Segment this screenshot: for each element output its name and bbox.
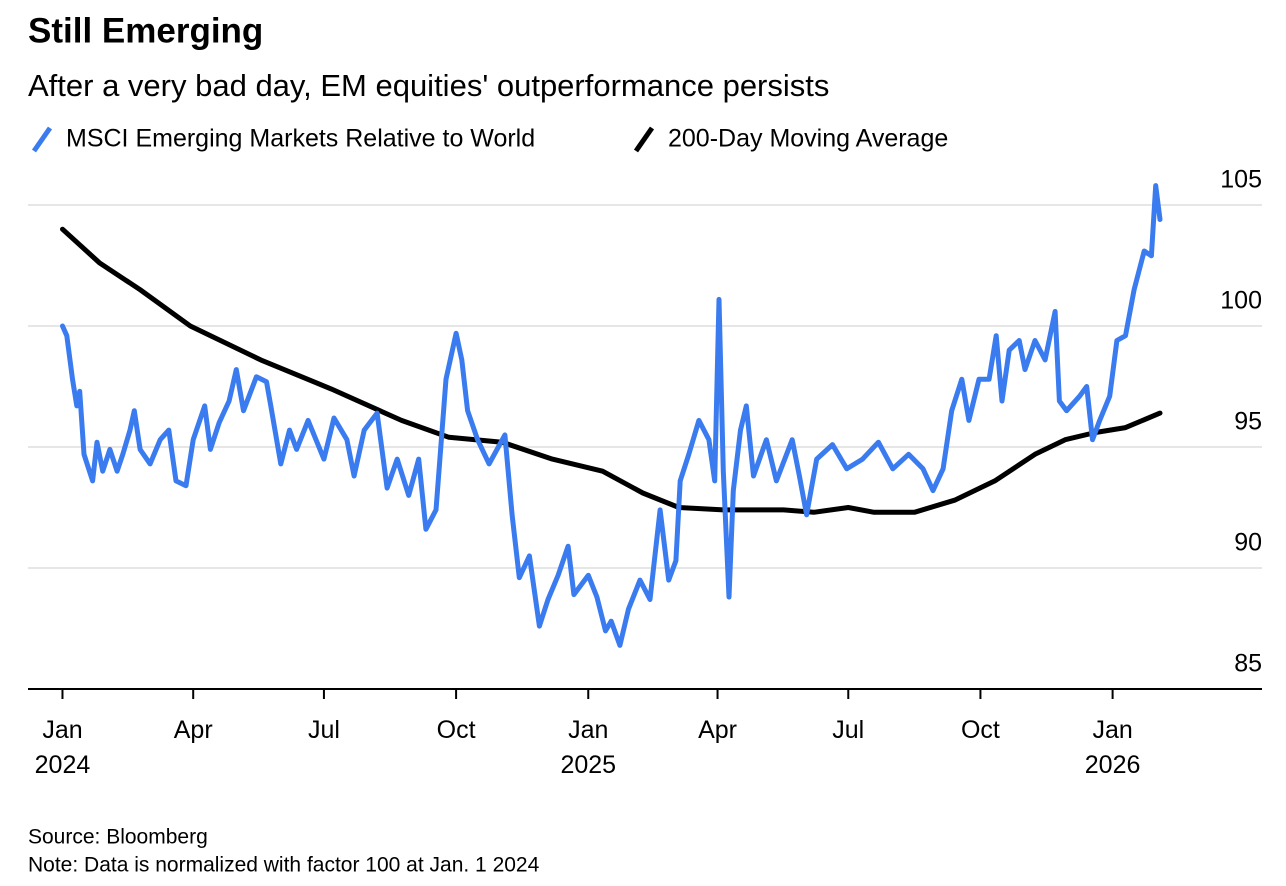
x-tick-label: Apr	[698, 716, 737, 744]
line-series	[60, 226, 1163, 515]
legend-swatch	[31, 126, 53, 153]
chart-title: Still Emerging	[28, 11, 263, 50]
x-tick-label: Jul	[832, 716, 865, 744]
source: Source: Bloomberg	[28, 826, 208, 849]
x-tick-label: Apr	[173, 716, 213, 744]
legend-swatch	[633, 126, 655, 153]
x-tick-label: Jul	[307, 716, 340, 744]
y-tick-label: 85	[1234, 650, 1262, 678]
note: Note: Data is normalized with factor 100…	[28, 854, 540, 877]
x-tick-label: Jan 2024	[34, 716, 91, 779]
chart-subtitle: After a very bad day, EM equities' outpe…	[28, 68, 829, 103]
y-tick-label: 90	[1234, 529, 1262, 557]
y-tick-label: 100	[1220, 287, 1262, 315]
x-tick-label: Jan 2026	[1084, 716, 1141, 779]
x-tick-label: Oct	[960, 716, 1000, 744]
y-tick-label: 105	[1220, 166, 1262, 194]
x-tick-label: Jan 2025	[560, 716, 617, 779]
line-series	[60, 183, 1163, 648]
legend-label: 200-Day Moving Average	[668, 125, 948, 153]
y-tick-label: 95	[1234, 408, 1262, 436]
x-tick-label: Oct	[436, 716, 476, 744]
legend-label: MSCI Emerging Markets Relative to World	[66, 125, 535, 153]
